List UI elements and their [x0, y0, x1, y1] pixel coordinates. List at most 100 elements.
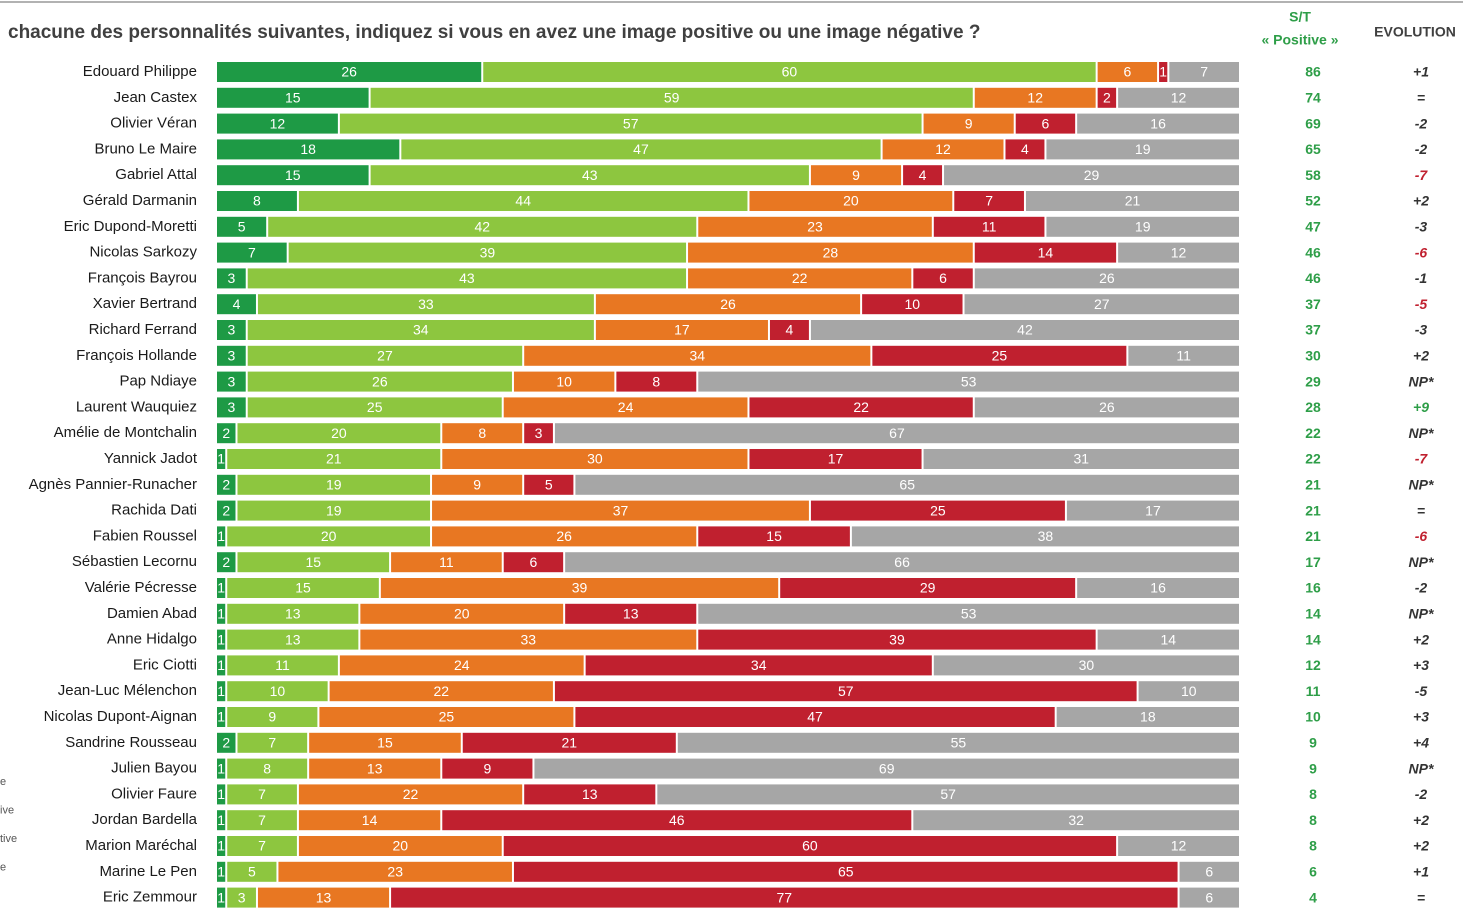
bar-segment [370, 87, 973, 108]
category-label: Fabien Roussel [93, 527, 197, 544]
value-label: 4 [233, 296, 241, 312]
value-label: 18 [300, 141, 316, 157]
value-label: 18 [1140, 709, 1156, 725]
st-value: 46 [1305, 244, 1321, 260]
value-label: 14 [362, 812, 378, 828]
value-label: 21 [561, 735, 577, 751]
evolution-value: +3 [1413, 709, 1429, 725]
bar-segment [217, 681, 226, 702]
bar-segment [217, 732, 236, 753]
value-label: 2 [222, 425, 230, 441]
evolution-value: NP* [1409, 606, 1434, 622]
value-label: 1 [217, 786, 225, 802]
bar-segment [503, 836, 1117, 856]
value-label: 15 [766, 528, 782, 544]
bar-segment [227, 655, 338, 676]
bar-segment [810, 500, 1065, 521]
evolution-value: +2 [1413, 812, 1429, 828]
bar-segment [217, 449, 226, 469]
evolution-value: +1 [1413, 64, 1429, 80]
bar-segment [217, 268, 246, 289]
value-label: 47 [633, 141, 649, 157]
bar-segment [227, 861, 277, 882]
bar-segment [698, 216, 932, 237]
value-label: 13 [623, 606, 639, 622]
bar-segment [524, 474, 574, 495]
bar-segment [1097, 62, 1158, 82]
value-label: 1 [217, 760, 225, 776]
value-label: 6 [1205, 889, 1213, 905]
value-label: 12 [1171, 244, 1187, 260]
bar-segment [1005, 139, 1045, 160]
value-label: 1 [217, 631, 225, 647]
value-label: 7 [248, 244, 256, 260]
value-label: 2 [222, 502, 230, 518]
bar-segment [1046, 139, 1239, 160]
bar-segment [257, 294, 594, 315]
bar-segment [442, 423, 523, 444]
value-label: 65 [899, 477, 915, 493]
bar-segment [217, 320, 246, 340]
evolution-value: -5 [1415, 296, 1428, 312]
value-label: 7 [258, 838, 266, 854]
value-label: 25 [439, 709, 455, 725]
category-label: Olivier Faure [111, 785, 197, 802]
value-label: 44 [515, 193, 531, 209]
evolution-value: +2 [1413, 838, 1429, 854]
value-label: 60 [782, 64, 798, 80]
value-label: 17 [828, 451, 844, 467]
st-value: 10 [1305, 709, 1321, 725]
bar-segment [247, 371, 512, 392]
evolution-value: NP* [1409, 554, 1434, 570]
st-value: 37 [1305, 296, 1321, 312]
bar-segment [227, 449, 441, 469]
value-label: 1 [217, 838, 225, 854]
value-label: 5 [545, 477, 553, 493]
st-value: 6 [1309, 864, 1317, 880]
bar-segment [1056, 707, 1239, 727]
value-label: 33 [521, 631, 537, 647]
st-value: 52 [1305, 193, 1321, 209]
st-value: 65 [1305, 141, 1321, 157]
bar-segment [217, 371, 246, 392]
bar-segment [227, 707, 318, 727]
bar-segment [217, 397, 246, 418]
bar-segment [432, 526, 697, 547]
bar-segment [360, 629, 697, 650]
evolution-value: -6 [1415, 244, 1428, 260]
value-label: 57 [940, 786, 956, 802]
bar-segment [217, 887, 226, 908]
value-label: 22 [792, 270, 808, 286]
value-label: 26 [1099, 270, 1115, 286]
bar-segment [391, 887, 1178, 908]
bar-segment [257, 887, 390, 908]
bar-segment [1169, 62, 1239, 82]
category-label: Yannick Jadot [104, 450, 198, 467]
bar-segment [217, 578, 226, 598]
value-label: 6 [939, 270, 947, 286]
value-label: 3 [227, 270, 235, 286]
bar-segment [810, 165, 902, 186]
st-value: 14 [1305, 606, 1321, 622]
bar-segment [227, 578, 379, 598]
bar-segment [749, 397, 973, 418]
category-label: Pap Ndiaye [119, 373, 197, 390]
value-label: 20 [393, 838, 409, 854]
value-label: 67 [889, 425, 905, 441]
bar-segment [391, 552, 502, 573]
value-label: 30 [587, 451, 603, 467]
value-label: 8 [478, 425, 486, 441]
evolution-value: -6 [1415, 528, 1428, 544]
bar-segment [974, 397, 1239, 418]
value-label: 38 [1038, 528, 1054, 544]
category-label: Gabriel Attal [115, 166, 197, 183]
bar-segment [1118, 836, 1239, 856]
value-label: 8 [652, 373, 660, 389]
value-label: 4 [919, 167, 927, 183]
value-label: 3 [227, 348, 235, 364]
bar-segment [370, 165, 809, 186]
bar-segment [237, 552, 390, 573]
value-label: 24 [454, 657, 470, 673]
bar-segment [217, 113, 338, 134]
